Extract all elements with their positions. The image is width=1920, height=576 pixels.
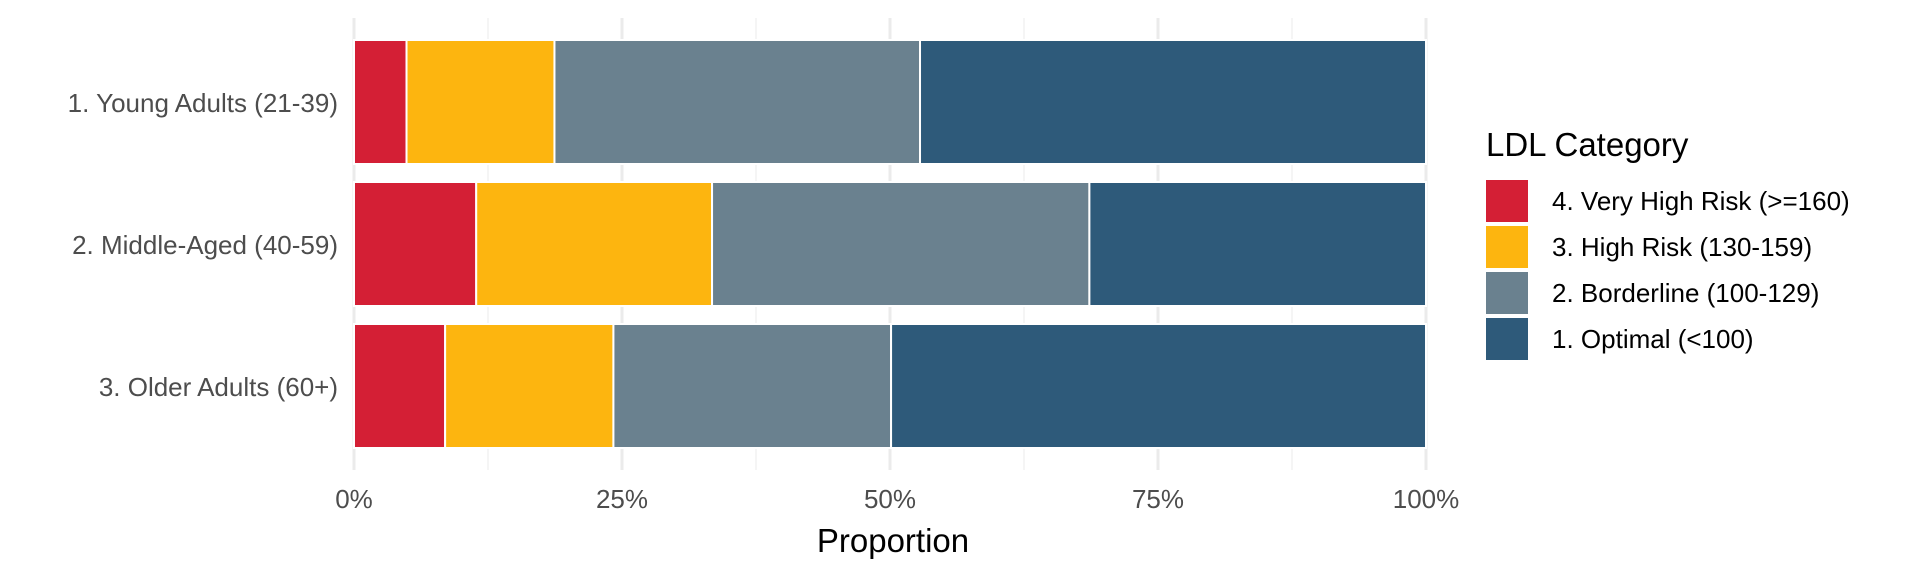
bar-segment [444, 323, 615, 449]
y-tick-label: 1. Young Adults (21-39) [68, 88, 338, 118]
x-axis-title: Proportion [817, 522, 969, 559]
bar-segment [353, 181, 478, 307]
legend-key [1486, 318, 1528, 360]
bar-segment [919, 39, 1427, 165]
x-tick-label: 75% [1132, 484, 1184, 514]
legend: LDL Category 4. Very High Risk (>=160) 3.… [1486, 126, 1850, 360]
y-tick-labels: 1. Young Adults (21-39) 2. Middle-Aged (4… [68, 88, 338, 402]
x-tick-label: 25% [596, 484, 648, 514]
bar-segment [553, 39, 922, 165]
x-tick-label: 100% [1393, 484, 1460, 514]
legend-key [1486, 226, 1528, 268]
legend-title: LDL Category [1486, 126, 1689, 163]
x-tick-label: 50% [864, 484, 916, 514]
bar-segment [353, 39, 408, 165]
legend-label: 2. Borderline (100-129) [1552, 278, 1819, 308]
bar-segment [711, 181, 1091, 307]
legend-label: 4. Very High Risk (>=160) [1552, 186, 1850, 216]
x-tick-label: 0% [335, 484, 373, 514]
bar-segment [890, 323, 1427, 449]
bar-segment [405, 39, 556, 165]
bar-segment [353, 323, 447, 449]
bar-segment [1088, 181, 1427, 307]
x-tick-labels: 0% 25% 50% 75% 100% [335, 484, 1459, 514]
y-tick-label: 2. Middle-Aged (40-59) [72, 230, 338, 260]
bars [353, 39, 1427, 449]
legend-label: 1. Optimal (<100) [1552, 324, 1754, 354]
y-tick-label: 3. Older Adults (60+) [99, 372, 338, 402]
bar-segment [475, 181, 714, 307]
legend-key [1486, 180, 1528, 222]
legend-key [1486, 272, 1528, 314]
bar-segment [612, 323, 893, 449]
legend-label: 3. High Risk (130-159) [1552, 232, 1812, 262]
